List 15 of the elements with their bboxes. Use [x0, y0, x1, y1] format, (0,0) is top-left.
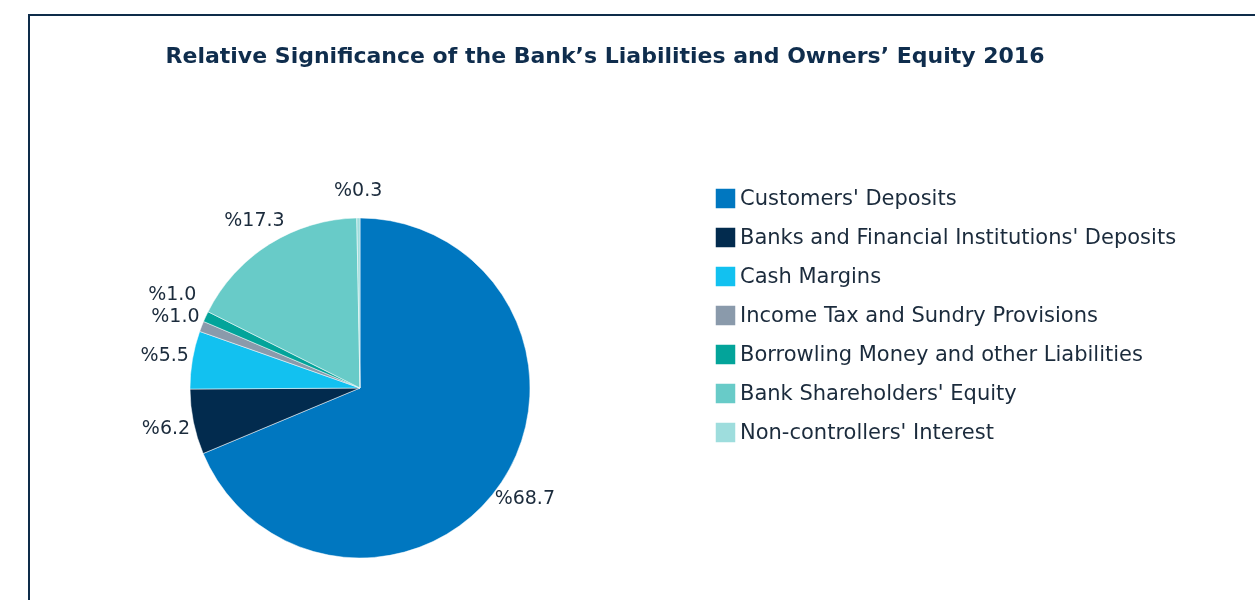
chart-title: Relative Significance of the Bank’s Liabilities and Owners’ Equity 2016 [165, 43, 1045, 68]
legend-label: Customers' Deposits [740, 185, 957, 210]
legend-label: Bank Shareholders' Equity [740, 380, 1017, 405]
data-label: %6.2 [141, 415, 191, 438]
legend-label: Non-controllers' Interest [740, 419, 994, 444]
data-label: %17.3 [224, 208, 285, 231]
data-label: %1.0 [148, 282, 197, 305]
legend-label: Cash Margins [740, 263, 882, 288]
data-label: %68.7 [494, 485, 555, 508]
legend-label: Borrowling Money and other Liabilities [740, 341, 1143, 366]
legend-label: Banks and Financial Institutions' Deposits [740, 224, 1177, 249]
data-label: %0.3 [333, 178, 383, 201]
data-label: %5.5 [140, 343, 189, 366]
legend-label: Income Tax and Sundry Provisions [740, 302, 1098, 327]
data-label: %1.0 [151, 304, 200, 327]
